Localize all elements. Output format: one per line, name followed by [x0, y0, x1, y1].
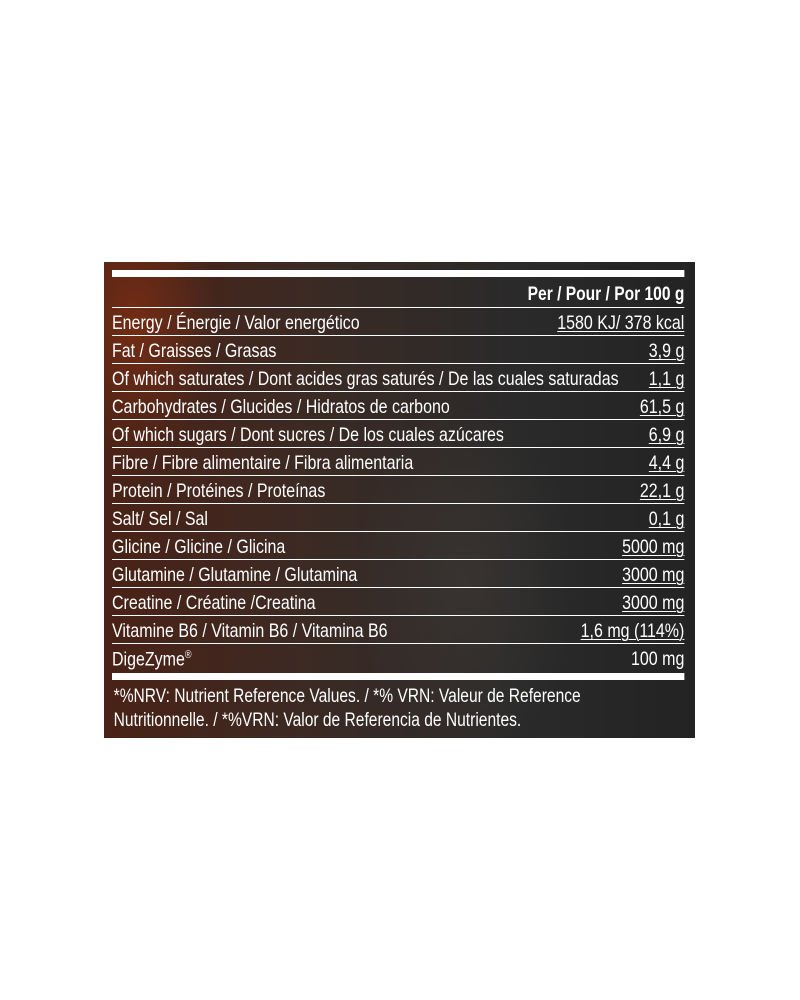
nutrient-label: Of which saturates / Dont acides gras sa…	[112, 367, 619, 391]
nutrient-label-text: Fat / Graisses / Grasas	[112, 340, 277, 362]
nutrient-row: Fibre / Fibre alimentaire / Fibra alimen…	[112, 447, 685, 475]
nutrient-value: 3000 mg	[622, 592, 685, 614]
nutrient-label-text: Glicine / Glicine / Glicina	[112, 536, 286, 558]
column-header: Per / Pour / Por 100 g	[527, 284, 685, 305]
nutrient-row: Salt/ Sel / Sal 0,1 g	[112, 503, 685, 531]
nutrient-value: 1,6 mg (114%)	[580, 620, 685, 642]
nutrient-label: Energy / Énergie / Valor energético	[112, 311, 360, 335]
nutrient-label-text: Creatine / Créatine /Creatina	[112, 592, 316, 614]
nutrient-row: Protein / Protéines / Proteínas 22,1 g	[112, 475, 685, 503]
nutrient-label-text: Energy / Énergie / Valor energético	[112, 312, 360, 334]
bottom-divider	[112, 673, 685, 680]
nutrient-row: Glicine / Glicine / Glicina 5000 mg	[112, 531, 685, 559]
nutrient-label: Protein / Protéines / Proteínas	[112, 479, 325, 503]
nutrient-label: DigeZyme®	[112, 643, 192, 672]
nutrient-label-text: Fibre / Fibre alimentaire / Fibra alimen…	[112, 452, 414, 474]
nutrient-label: Vitamine B6 / Vitamin B6 / Vitamina B6	[112, 619, 388, 643]
nutrient-label: Glicine / Glicine / Glicina	[112, 535, 285, 559]
nutrient-value: 3000 mg	[622, 564, 685, 586]
nutrient-label-text: Protein / Protéines / Proteínas	[112, 480, 326, 502]
nutrient-value: 0,1 g	[648, 508, 685, 530]
nutrient-label: Salt/ Sel / Sal	[112, 507, 208, 531]
nutrient-rows: Energy / Énergie / Valor energético 1580 …	[112, 307, 685, 672]
nutrient-label-text: DigeZyme	[112, 648, 185, 670]
nutrient-row: Of which sugars / Dont sucres / De los c…	[112, 419, 685, 447]
nutrient-row: Vitamine B6 / Vitamin B6 / Vitamina B6 1,…	[112, 615, 685, 643]
nutrient-label: Fibre / Fibre alimentaire / Fibra alimen…	[112, 451, 413, 475]
nutrient-row: Of which saturates / Dont acides gras sa…	[112, 363, 685, 391]
footnote-line-2: Nutritionnelle. / *%VRN: Valor de Refere…	[113, 710, 522, 731]
nutrient-label-text: Of which saturates / Dont acides gras sa…	[112, 368, 619, 390]
nutrient-label: Glutamine / Glutamine / Glutamina	[112, 563, 357, 587]
nutrient-row: Carbohydrates / Glucides / Hidratos de c…	[112, 391, 685, 419]
nutrient-label: Carbohydrates / Glucides / Hidratos de c…	[112, 395, 450, 419]
nutrient-row: Energy / Énergie / Valor energético 1580 …	[112, 307, 685, 335]
nutrient-label-text: Salt/ Sel / Sal	[112, 508, 208, 530]
nutrient-label: Creatine / Créatine /Creatina	[112, 591, 316, 615]
nutrient-row: DigeZyme® 100 mg	[112, 643, 685, 672]
nutrient-label-text: Glutamine / Glutamine / Glutamina	[112, 564, 358, 586]
nutrient-value: 61,5 g	[639, 396, 685, 418]
registered-mark: ®	[184, 648, 192, 661]
nutrient-label: Of which sugars / Dont sucres / De los c…	[112, 423, 504, 447]
nutrition-table: Per / Pour / Por 100 g Energy / Énergie …	[112, 270, 685, 733]
nutrient-value: 3,9 g	[648, 340, 685, 362]
nutrient-value: 4,4 g	[648, 452, 685, 474]
nutrient-value: 6,9 g	[648, 424, 685, 446]
nutrient-value: 22,1 g	[639, 480, 685, 502]
nutrient-value: 5000 mg	[622, 536, 685, 558]
nutrient-row: Creatine / Créatine /Creatina 3000 mg	[112, 587, 685, 615]
nutrition-facts-panel: Per / Pour / Por 100 g Energy / Énergie …	[104, 262, 695, 738]
footnote: *%NRV: Nutrient Reference Values. / *% V…	[112, 685, 684, 733]
nutrient-label-text: Vitamine B6 / Vitamin B6 / Vitamina B6	[112, 620, 388, 642]
nutrient-label-text: Of which sugars / Dont sucres / De los c…	[112, 424, 504, 446]
nutrient-value: 100 mg	[631, 648, 685, 670]
nutrient-row: Glutamine / Glutamine / Glutamina 3000 mg	[112, 559, 685, 587]
nutrient-value: 1580 KJ/ 378 kcal	[557, 312, 685, 334]
nutrient-label: Fat / Graisses / Grasas	[112, 339, 276, 363]
nutrient-row: Fat / Graisses / Grasas 3,9 g	[112, 335, 685, 363]
top-divider	[112, 270, 685, 277]
nutrient-label-text: Carbohydrates / Glucides / Hidratos de c…	[112, 396, 450, 418]
footnote-line-1: *%NRV: Nutrient Reference Values. / *% V…	[113, 686, 581, 707]
nutrient-value: 1,1 g	[648, 368, 685, 390]
